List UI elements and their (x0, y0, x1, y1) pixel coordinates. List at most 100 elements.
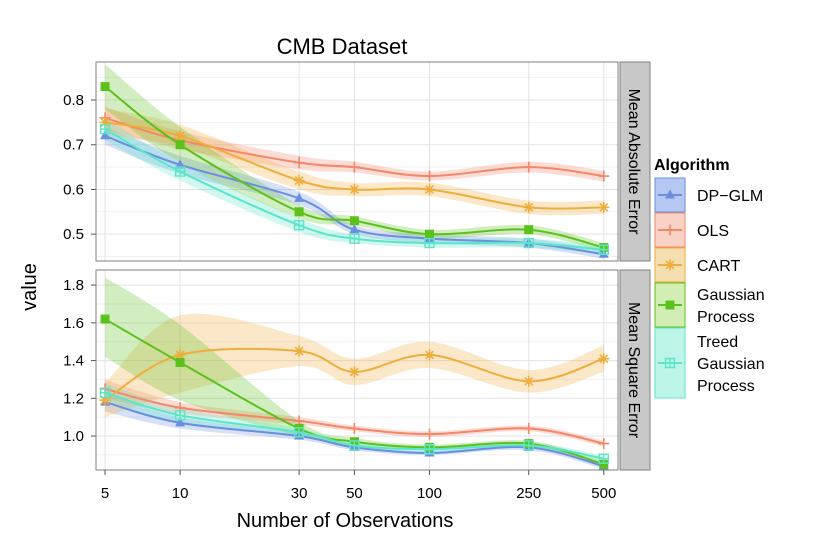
y-tick-label: 1.6 (63, 315, 84, 332)
data-point-tgp (424, 237, 435, 249)
legend-item-dpglm: DP−GLM (654, 177, 763, 213)
y-tick-label: 0.7 (63, 137, 84, 154)
panel-strip (619, 61, 651, 262)
data-point-ols (523, 422, 535, 434)
x-axis: 5 10 30 50 100 250 500 (101, 470, 616, 502)
data-point-dpglm (349, 224, 360, 234)
data-point-ols (598, 170, 610, 182)
data-point-cart (348, 183, 360, 195)
legend-label: Gaussian (697, 287, 765, 304)
y-axis-title: value (19, 263, 41, 311)
data-point-ols (523, 161, 535, 173)
data-point-tgp (293, 427, 305, 438)
x-axis-title: Number of Observations (237, 510, 454, 532)
panel-border (95, 269, 619, 471)
legend-key-marker (664, 224, 676, 236)
data-point-tgp (523, 237, 534, 249)
data-point-dpglm (175, 417, 186, 427)
data-point-cart (423, 183, 435, 195)
data-point-tgp (174, 410, 186, 421)
confidence-band-cart (105, 313, 604, 418)
data-point-tgp (99, 387, 111, 398)
legend-label: Treed (697, 334, 738, 351)
data-point-tgp (424, 444, 435, 455)
data-point-dpglm (294, 192, 305, 202)
data-point-tgp (598, 453, 610, 464)
data-point-cart (598, 201, 610, 213)
legend: AlgorithmDP−GLMOLSCARTGaussianProcessTre… (654, 157, 765, 399)
panel-strip (619, 269, 651, 471)
chart-title: CMB Dataset (277, 34, 408, 59)
data-point-cart (293, 345, 305, 357)
data-point-tgp (523, 440, 534, 451)
legend-item-ols: OLS (654, 212, 729, 248)
legend-item-tgp: Treed Gaussian Process (654, 327, 765, 399)
data-point-gp (175, 357, 185, 367)
legend-key-marker (664, 357, 676, 369)
data-point-ols (423, 170, 435, 182)
data-point-cart (293, 175, 305, 187)
legend-key-marker (665, 300, 675, 310)
data-point-ols (293, 157, 305, 169)
y-tick-label: 1.0 (63, 428, 84, 445)
x-tick-label: 10 (172, 485, 189, 502)
data-point-cart (99, 394, 111, 406)
data-point-tgp (99, 123, 111, 135)
data-point-gp (524, 225, 534, 235)
data-point-cart (423, 349, 435, 361)
data-point-cart (174, 349, 186, 361)
confidence-band-ols (105, 379, 604, 447)
data-point-gp (294, 207, 304, 217)
y-tick-label: 1.2 (63, 390, 84, 407)
legend-item-cart: CART (654, 247, 740, 283)
legend-key-marker (665, 189, 675, 199)
confidence-band-tgp (105, 117, 604, 255)
data-point-dpglm (175, 159, 186, 169)
panel-border (95, 61, 619, 262)
x-tick-label: 50 (346, 485, 363, 502)
legend-label: Gaussian (697, 356, 765, 373)
legend-title: Algorithm (654, 157, 730, 174)
data-point-tgp (349, 440, 360, 451)
data-point-ols (348, 161, 360, 173)
legend-label: Process (697, 378, 755, 395)
data-point-cart (348, 366, 360, 378)
data-point-gp (349, 216, 359, 226)
data-point-tgp (174, 166, 186, 177)
x-tick-label: 5 (101, 485, 109, 502)
legend-key-marker (664, 259, 676, 271)
x-tick-label: 250 (516, 485, 541, 502)
x-tick-label: 30 (291, 485, 308, 502)
panel-strip-label: Mean Absolute Error (625, 89, 642, 236)
data-point-cart (523, 201, 535, 213)
panel-1: 0.5 0.6 0.7 0.8 Mean Absolute Error (63, 61, 651, 262)
data-point-tgp (598, 244, 610, 256)
data-point-gp (424, 229, 434, 239)
data-point-gp (100, 314, 110, 324)
data-point-cart (598, 353, 610, 365)
data-point-cart (174, 130, 186, 142)
data-point-dpglm (100, 130, 111, 140)
panel-strip-label: Mean Square Error (625, 302, 642, 439)
data-point-ols (423, 428, 435, 440)
legend-label: CART (697, 258, 740, 275)
legend-label: OLS (697, 223, 729, 240)
x-tick-label: 100 (417, 485, 442, 502)
data-point-gp (175, 140, 185, 150)
data-point-ols (598, 438, 610, 450)
data-point-gp (599, 459, 609, 469)
y-tick-label: 1.4 (63, 353, 84, 370)
data-point-cart (99, 116, 111, 128)
data-point-cart (523, 375, 535, 387)
y-tick-label: 1.8 (63, 277, 84, 294)
panel-2: 1.0 1.2 1.4 1.6 1.8 Mean Square Error (63, 269, 651, 471)
y-tick-label: 0.8 (63, 92, 84, 109)
data-point-tgp (349, 233, 360, 244)
legend-label: DP−GLM (697, 188, 763, 205)
data-point-tgp (293, 220, 305, 231)
chart-panels: 0.5 0.6 0.7 0.8 Mean Absolute Error 1.0 1.2 1.4… (63, 61, 651, 471)
y-tick-label: 0.5 (63, 226, 84, 243)
legend-label: Process (697, 309, 755, 326)
data-point-ols (348, 422, 360, 434)
legend-item-gp: Gaussian Process (654, 282, 765, 328)
